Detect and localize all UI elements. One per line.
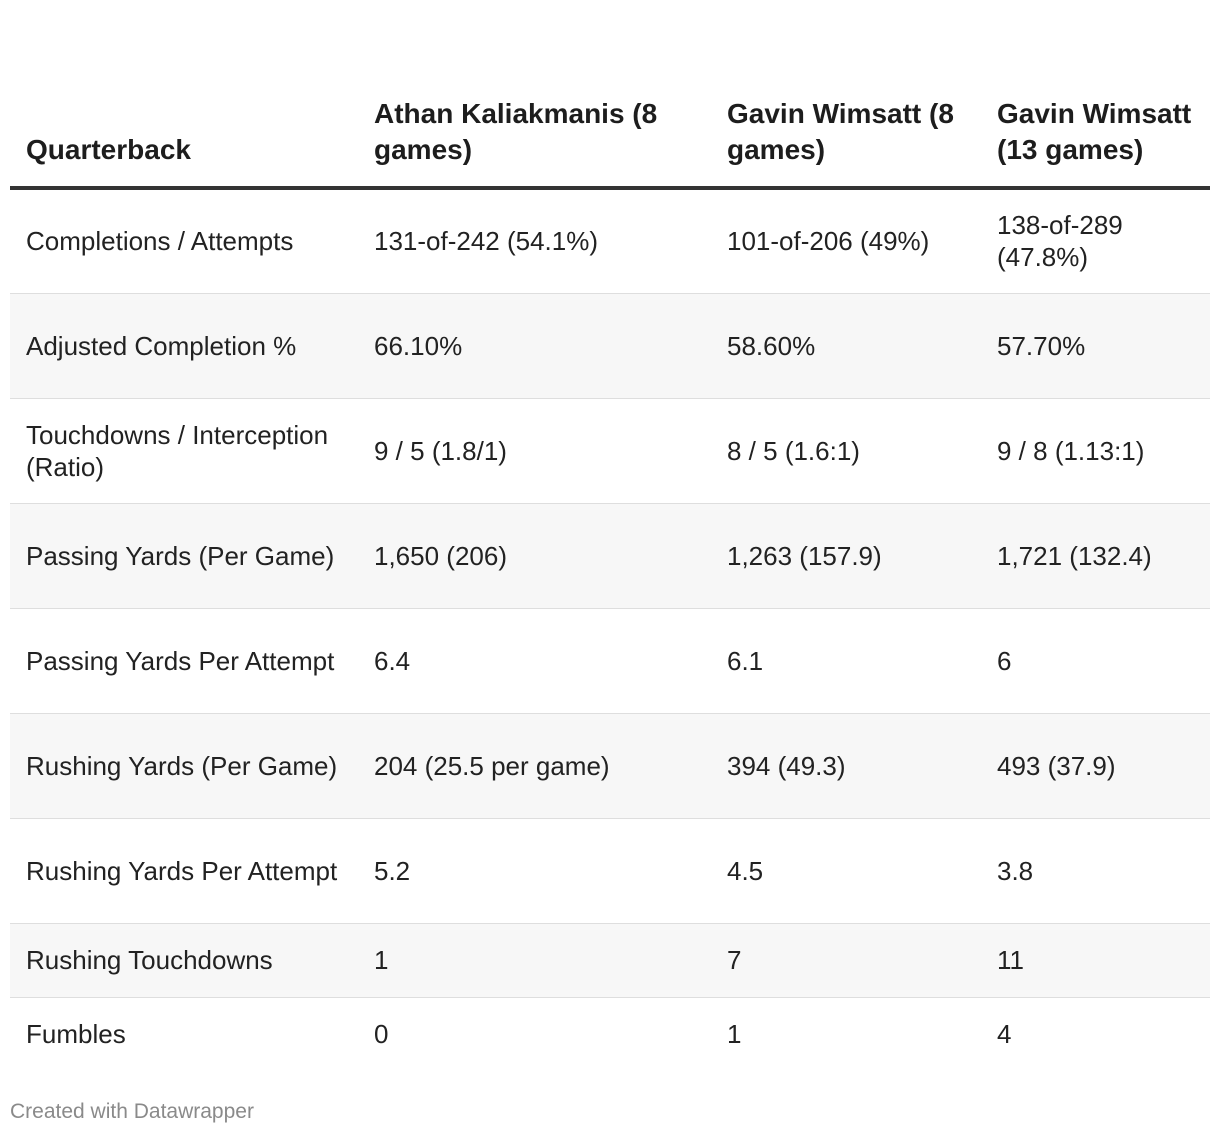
table-cell: 1 bbox=[358, 923, 711, 998]
table-row: Rushing Yards Per Attempt 5.2 4.5 3.8 bbox=[10, 818, 1210, 924]
quarterback-comparison-table: Quarterback Athan Kaliakmanis (8 games) … bbox=[10, 0, 1210, 1071]
table-row: Passing Yards (Per Game) 1,650 (206) 1,2… bbox=[10, 503, 1210, 609]
table-cell: 0 bbox=[374, 1019, 389, 1050]
row-label: Rushing Yards Per Attempt bbox=[10, 818, 358, 924]
table-cell: 9 / 5 (1.8/1) bbox=[358, 398, 711, 504]
table-row: Rushing Touchdowns 1 7 11 bbox=[10, 923, 1210, 998]
row-label: Completions / Attempts bbox=[10, 188, 358, 294]
table-cell: 58.60% bbox=[711, 293, 981, 399]
row-label: Rushing Touchdowns bbox=[10, 923, 358, 998]
table-cell: 3.8 bbox=[981, 818, 1210, 924]
table-cell: 8 / 5 (1.6:1) bbox=[711, 398, 981, 504]
table-cell: 1 bbox=[727, 1019, 742, 1050]
table-row: Adjusted Completion % 66.10% 58.60% 57.7… bbox=[10, 293, 1210, 399]
column-header: Quarterback bbox=[10, 0, 358, 190]
row-label: Rushing Yards (Per Game) bbox=[10, 713, 358, 819]
table-row: Completions / Attempts 131-of-242 (54.1%… bbox=[10, 188, 1210, 294]
column-header: Gavin Wimsatt (8 games) bbox=[711, 0, 981, 190]
table-cell: 11 bbox=[981, 923, 1210, 998]
datawrapper-credit: Created with Datawrapper bbox=[10, 1100, 254, 1123]
table-row: Touchdowns / Interception (Ratio) 9 / 5 … bbox=[10, 398, 1210, 504]
table-cell: 138-of-289 (47.8%) bbox=[981, 188, 1210, 294]
stats-table-container: Quarterback Athan Kaliakmanis (8 games) … bbox=[10, 0, 1210, 1071]
table-cell: 204 (25.5 per game) bbox=[358, 713, 711, 819]
table-cell: 4.5 bbox=[711, 818, 981, 924]
table-cell: 394 (49.3) bbox=[711, 713, 981, 819]
table-row: Passing Yards Per Attempt 6.4 6.1 6 bbox=[10, 608, 1210, 714]
table-row: Fumbles 0 1 4 bbox=[10, 997, 1210, 1071]
row-label: Passing Yards Per Attempt bbox=[10, 608, 358, 714]
table-cell: 7 bbox=[711, 923, 981, 998]
row-label: Adjusted Completion % bbox=[10, 293, 358, 399]
table-cell: 1,721 (132.4) bbox=[981, 503, 1210, 609]
column-header: Athan Kaliakmanis (8 games) bbox=[358, 0, 711, 190]
table-cell: 6.4 bbox=[358, 608, 711, 714]
table-cell: 4 bbox=[997, 1019, 1012, 1050]
table-cell: 5.2 bbox=[358, 818, 711, 924]
table-cell: 9 / 8 (1.13:1) bbox=[981, 398, 1210, 504]
row-label: Fumbles bbox=[26, 1019, 126, 1050]
table-cell: 57.70% bbox=[981, 293, 1210, 399]
header-row: Quarterback Athan Kaliakmanis (8 games) … bbox=[10, 0, 1210, 190]
table-row: Rushing Yards (Per Game) 204 (25.5 per g… bbox=[10, 713, 1210, 819]
table-cell: 493 (37.9) bbox=[981, 713, 1210, 819]
table-cell: 1,650 (206) bbox=[358, 503, 711, 609]
column-header: Gavin Wimsatt (13 games) bbox=[981, 0, 1210, 190]
table-cell: 6.1 bbox=[711, 608, 981, 714]
table-cell: 131-of-242 (54.1%) bbox=[358, 188, 711, 294]
table-cell: 6 bbox=[981, 608, 1210, 714]
table-cell: 101-of-206 (49%) bbox=[711, 188, 981, 294]
table-cell: 66.10% bbox=[358, 293, 711, 399]
row-label: Passing Yards (Per Game) bbox=[10, 503, 358, 609]
table-cell: 1,263 (157.9) bbox=[711, 503, 981, 609]
row-label: Touchdowns / Interception (Ratio) bbox=[10, 398, 358, 504]
